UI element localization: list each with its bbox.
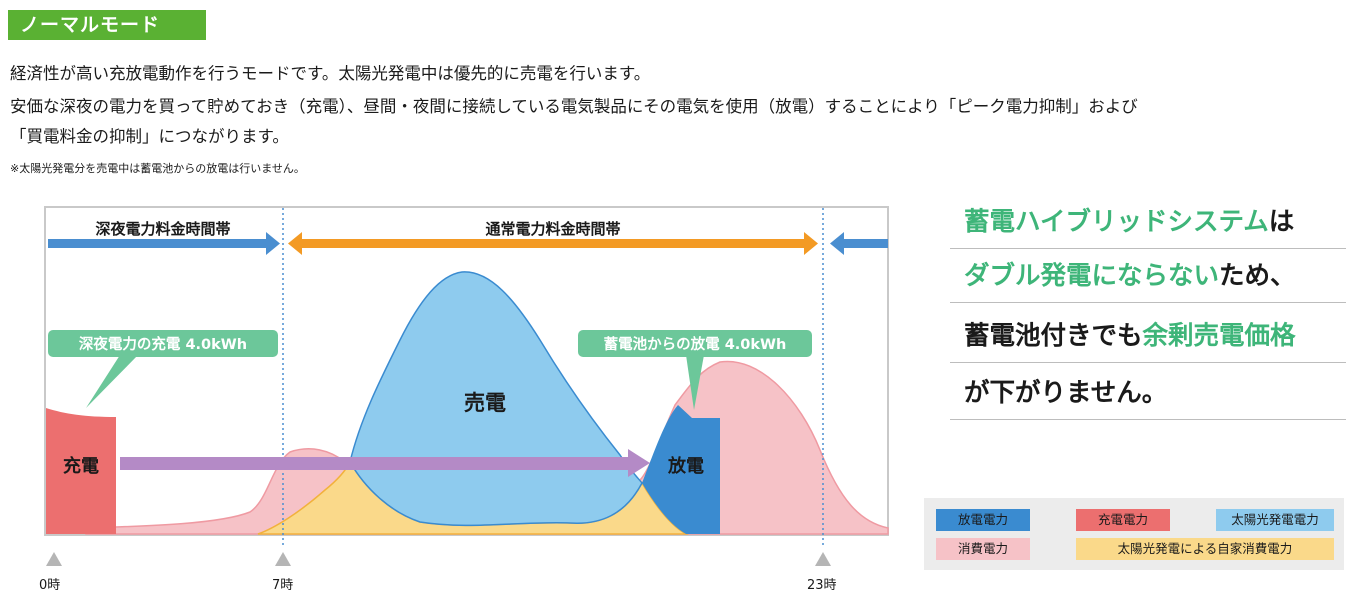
tick-marker-7 — [275, 552, 291, 566]
night-band-arrow-right — [842, 239, 888, 248]
discharge-area — [642, 405, 720, 534]
day-band-arrow — [300, 239, 806, 248]
promo-line-4: が下がりません。 — [950, 367, 1346, 420]
description-line-1: 経済性が高い充放電動作を行うモードです。太陽光発電中は優先的に売電を行います。 — [10, 64, 651, 83]
callout-discharge-label: 蓄電池からの放電 4.0kWh — [604, 335, 787, 353]
legend-consumption: 消費電力 — [936, 538, 1030, 560]
sell-label: 売電 — [464, 391, 506, 415]
callout-charge-label: 深夜電力の充電 4.0kWh — [79, 335, 247, 353]
description-line-3: 「買電料金の抑制」につながります。 — [10, 127, 289, 146]
tick-marker-0 — [46, 552, 62, 566]
tick-label-0: 0時 — [39, 578, 61, 593]
day-band-label: 通常電力料金時間帯 — [485, 220, 620, 238]
legend-discharge: 放電電力 — [936, 509, 1030, 531]
callout-charge-box — [48, 330, 278, 357]
tick-label-7: 7時 — [272, 578, 294, 593]
flow-arrow-head — [628, 449, 650, 477]
legend-self-consumption: 太陽光発電による自家消費電力 — [1076, 538, 1334, 560]
night-band-label: 深夜電力料金時間帯 — [95, 220, 230, 238]
discharge-label: 放電 — [667, 455, 704, 477]
flow-arrow-shaft — [120, 457, 635, 470]
legend: 放電電力 充電電力 太陽光発電電力 消費電力 太陽光発電による自家消費電力 — [924, 498, 1344, 570]
promo-line-3: 蓄電池付きでも余剰売電価格 — [950, 310, 1346, 363]
charge-label: 充電 — [63, 455, 99, 477]
description-line-2: 安価な深夜の電力を買って貯めておき（充電）、昼間・夜間に接続している電気製品にそ… — [10, 97, 1138, 116]
legend-solar: 太陽光発電電力 — [1216, 509, 1334, 531]
charge-area — [46, 408, 116, 534]
promo-line-1: 蓄電ハイブリッドシステムは — [950, 196, 1346, 249]
promo-line-2: ダブル発電にならないため、 — [950, 250, 1346, 303]
footnote: ※太陽光発電分を売電中は蓄電池からの放電は行いません。 — [10, 162, 305, 175]
night-band-arrow — [48, 239, 270, 248]
mode-title-badge: ノーマルモード — [8, 10, 206, 40]
callout-discharge-box — [578, 330, 812, 357]
tick-marker-23 — [815, 552, 831, 566]
tick-label-23: 23時 — [807, 578, 837, 593]
legend-charge: 充電電力 — [1076, 509, 1170, 531]
